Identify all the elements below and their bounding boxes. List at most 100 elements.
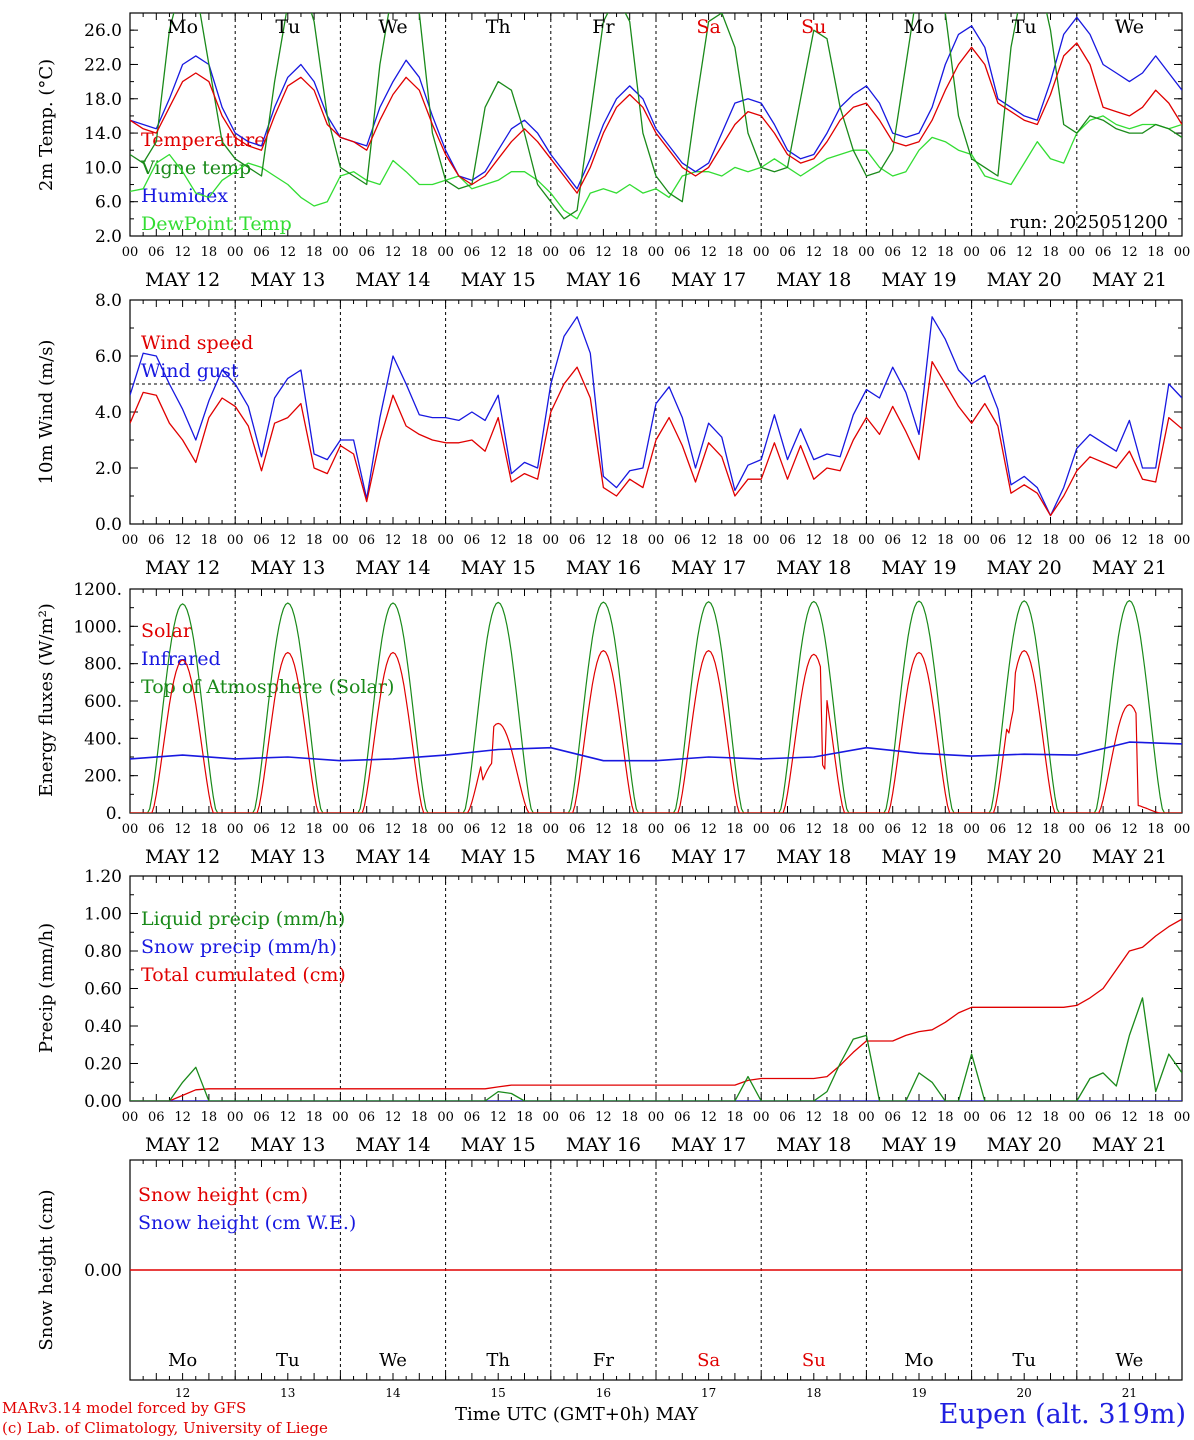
day-number-label: 17 bbox=[701, 1386, 716, 1400]
hour-tick-label: 00 bbox=[963, 533, 980, 548]
hour-tick-label: 18 bbox=[411, 822, 428, 837]
hour-tick-label: 12 bbox=[280, 822, 297, 837]
hour-tick-label: 12 bbox=[385, 245, 402, 260]
hour-tick-label: 12 bbox=[700, 245, 717, 260]
hour-tick-label: 06 bbox=[253, 533, 270, 548]
legend-temperature: Temperature bbox=[141, 129, 265, 151]
date-label: MAY 15 bbox=[461, 1134, 536, 1156]
hour-tick-label: 18 bbox=[937, 533, 954, 548]
hour-tick-label: 18 bbox=[937, 245, 954, 260]
y-tick-label: 400. bbox=[84, 729, 122, 749]
legend-humidex: Humidex bbox=[141, 185, 228, 207]
y-tick-label: 4.0 bbox=[95, 403, 122, 423]
hour-tick-label: 00 bbox=[963, 1110, 980, 1125]
hour-tick-label: 00 bbox=[227, 533, 244, 548]
hour-tick-label: 12 bbox=[700, 533, 717, 548]
hour-tick-label: 18 bbox=[1147, 822, 1164, 837]
hour-tick-label: 06 bbox=[464, 245, 481, 260]
y-tick-label: 0.60 bbox=[84, 980, 122, 1000]
hour-tick-label: 00 bbox=[543, 1110, 560, 1125]
hour-tick-label: 18 bbox=[1147, 245, 1164, 260]
date-label: MAY 19 bbox=[881, 557, 956, 579]
hour-tick-label: 06 bbox=[990, 822, 1007, 837]
weekday-label: Su bbox=[801, 16, 826, 38]
weekday-label: Tu bbox=[275, 16, 300, 38]
hour-tick-label: 18 bbox=[201, 533, 218, 548]
y-tick-label: 0.00 bbox=[84, 1261, 122, 1281]
hour-tick-label: 00 bbox=[648, 245, 665, 260]
hour-tick-label: 06 bbox=[884, 533, 901, 548]
hour-tick-label: 12 bbox=[806, 1110, 823, 1125]
hour-tick-label: 18 bbox=[411, 1110, 428, 1125]
hour-tick-label: 06 bbox=[569, 1110, 586, 1125]
hour-tick-label: 00 bbox=[858, 822, 875, 837]
hour-tick-label: 12 bbox=[174, 533, 191, 548]
hour-tick-label: 06 bbox=[148, 822, 165, 837]
y-tick-label: 0.00 bbox=[84, 1092, 122, 1112]
series-infrared bbox=[130, 741, 1182, 762]
y-tick-label: 1.00 bbox=[84, 905, 122, 925]
y-tick-label: 14.0 bbox=[84, 124, 122, 144]
hour-tick-label: 18 bbox=[621, 1110, 638, 1125]
day-number-label: 19 bbox=[911, 1386, 926, 1400]
hour-tick-label: 00 bbox=[122, 1110, 139, 1125]
lab-credit: (c) Lab. of Climatology, University of L… bbox=[2, 1419, 328, 1437]
series-temperature bbox=[130, 42, 1182, 194]
hour-tick-label: 18 bbox=[937, 822, 954, 837]
y-tick-label: 0.0 bbox=[95, 515, 122, 535]
hour-tick-label: 18 bbox=[832, 533, 849, 548]
hour-tick-label: 00 bbox=[648, 1110, 665, 1125]
hour-tick-label: 06 bbox=[1095, 245, 1112, 260]
hour-tick-label: 18 bbox=[727, 1110, 744, 1125]
hour-tick-label: 12 bbox=[595, 245, 612, 260]
hour-tick-label: 00 bbox=[543, 245, 560, 260]
y-tick-label: 8.0 bbox=[95, 291, 122, 311]
hour-tick-label: 00 bbox=[1069, 245, 1086, 260]
weekday-label: Th bbox=[486, 1350, 510, 1371]
legend-snow-height-cm-: Snow height (cm) bbox=[138, 1184, 308, 1206]
hour-tick-label: 06 bbox=[674, 533, 691, 548]
date-label: MAY 13 bbox=[250, 1134, 325, 1156]
hour-tick-label: 00 bbox=[753, 822, 770, 837]
hour-tick-label: 18 bbox=[621, 822, 638, 837]
date-label: MAY 14 bbox=[355, 269, 430, 291]
date-label: MAY 17 bbox=[671, 557, 746, 579]
hour-tick-label: 00 bbox=[1174, 1110, 1191, 1125]
hour-tick-label: 12 bbox=[385, 822, 402, 837]
panel-0: 2.0 6.0 10.0 14.0 18.0 22.0 26.0 2m Temp. (°C) 0… bbox=[36, 12, 1190, 291]
hour-tick-label: 12 bbox=[806, 822, 823, 837]
day-number-label: 12 bbox=[175, 1386, 190, 1400]
date-label: MAY 14 bbox=[355, 557, 430, 579]
hour-tick-label: 12 bbox=[385, 533, 402, 548]
hour-tick-label: 06 bbox=[464, 1110, 481, 1125]
y-tick-label: 10.0 bbox=[84, 158, 122, 178]
day-number-label: 20 bbox=[1017, 1386, 1032, 1400]
weekday-label: Tu bbox=[1012, 1350, 1036, 1371]
hour-tick-label: 00 bbox=[437, 1110, 454, 1125]
y-tick-label: 6.0 bbox=[95, 193, 122, 213]
hour-tick-label: 00 bbox=[332, 822, 349, 837]
legend-liquid-precip-mm-h-: Liquid precip (mm/h) bbox=[141, 908, 345, 930]
plot-area-2 bbox=[130, 600, 1182, 813]
hour-tick-label: 18 bbox=[516, 822, 533, 837]
weekday-label: Fr bbox=[593, 1350, 614, 1371]
date-label: MAY 19 bbox=[881, 1134, 956, 1156]
date-label: MAY 12 bbox=[145, 269, 220, 291]
hour-tick-label: 00 bbox=[858, 245, 875, 260]
hour-tick-label: 12 bbox=[280, 1110, 297, 1125]
y-tick-label: 26.0 bbox=[84, 21, 122, 41]
hour-tick-label: 00 bbox=[1069, 822, 1086, 837]
date-label: MAY 13 bbox=[250, 846, 325, 868]
hour-tick-label: 18 bbox=[1042, 1110, 1059, 1125]
y-tick-label: 2.0 bbox=[95, 227, 122, 247]
date-label: MAY 15 bbox=[461, 269, 536, 291]
hour-tick-label: 12 bbox=[806, 533, 823, 548]
series-wind-gust bbox=[130, 316, 1182, 517]
hour-tick-label: 06 bbox=[884, 1110, 901, 1125]
y-tick-label: 200. bbox=[84, 767, 122, 787]
legend-top-of-atmosphere-solar-: Top of Atmosphere (Solar) bbox=[141, 676, 394, 698]
hour-tick-label: 18 bbox=[516, 245, 533, 260]
hour-tick-label: 06 bbox=[779, 245, 796, 260]
hour-tick-label: 00 bbox=[543, 533, 560, 548]
